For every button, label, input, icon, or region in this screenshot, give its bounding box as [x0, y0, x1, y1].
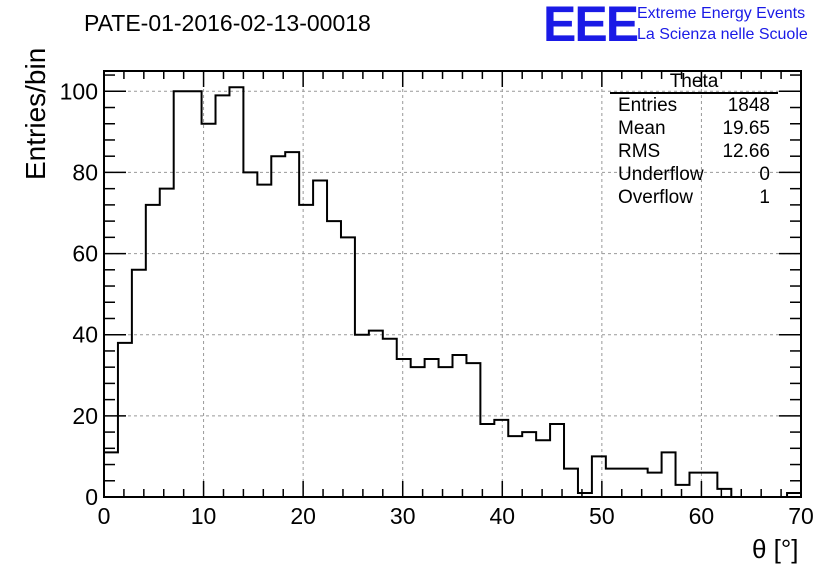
histogram-bin: [104, 452, 118, 497]
histogram-bin: [397, 359, 411, 497]
y-tick-label: 20: [72, 403, 98, 429]
logo-line-2: La Scienza nelle Scuole: [637, 26, 808, 43]
histogram-bin: [425, 359, 439, 497]
stats-value: 19.65: [722, 118, 770, 139]
histogram-bin: [369, 331, 383, 497]
stats-label: RMS: [618, 141, 661, 162]
histogram-bin: [662, 452, 676, 497]
stats-row-rms: RMS 12.66: [610, 140, 778, 163]
histogram-bin: [564, 469, 578, 497]
histogram-bin: [383, 339, 397, 497]
histogram-bin: [160, 189, 174, 497]
histogram-bin: [550, 424, 564, 497]
y-tick-label: 60: [72, 241, 98, 267]
histogram-bin: [717, 489, 731, 497]
histogram-bin: [508, 436, 522, 497]
histogram-bin: [634, 469, 648, 497]
histogram-bin: [592, 456, 606, 497]
stats-label: Mean: [618, 118, 666, 139]
histogram-bin: [648, 473, 662, 497]
stats-value: 1848: [727, 95, 770, 116]
histogram-bin: [689, 473, 703, 497]
histogram-outline: [103, 86, 802, 498]
x-tick-label: 40: [489, 503, 515, 529]
stats-box: Theta Entries 1848 Mean 19.65 RMS 12.66 …: [610, 71, 778, 209]
histogram-bin: [285, 152, 299, 497]
histogram-bin: [439, 367, 453, 497]
x-tick-label: 50: [589, 503, 615, 529]
stats-row-overflow: Overflow 1: [610, 186, 778, 209]
histogram-bin: [341, 237, 355, 497]
x-tick-label: 60: [689, 503, 715, 529]
histogram-bin: [118, 343, 132, 497]
stats-row-entries: Entries 1848: [610, 94, 778, 117]
y-tick-label: 100: [60, 78, 98, 104]
histogram-bin: [243, 172, 257, 497]
histogram-bin: [271, 156, 285, 497]
histogram-bin: [174, 91, 188, 497]
chart-title: PATE-01-2016-02-13-00018: [84, 10, 371, 36]
stats-value: 12.66: [722, 141, 770, 162]
histogram-bin: [355, 335, 369, 497]
y-axis-label: Entries/bin: [20, 47, 51, 180]
histogram-bin: [676, 485, 690, 497]
stats-label: Overflow: [618, 187, 693, 208]
y-tick-label: 80: [72, 159, 98, 185]
x-tick-label: 10: [191, 503, 217, 529]
histogram-bin: [229, 87, 243, 497]
x-axis-label: θ [°]: [752, 534, 799, 564]
stats-value: 1: [759, 187, 770, 208]
histogram-bin: [216, 95, 230, 497]
stats-row-underflow: Underflow 0: [610, 163, 778, 186]
histogram-bin: [620, 469, 634, 497]
histogram-bin: [313, 181, 327, 497]
y-tick-label: 40: [72, 322, 98, 348]
y-tick-label: 0: [85, 484, 98, 510]
histogram-bin: [453, 355, 467, 497]
histogram-bin: [146, 205, 160, 497]
histogram-bin: [466, 363, 480, 497]
x-tick-label: 20: [290, 503, 316, 529]
histogram-bin: [606, 469, 620, 497]
histogram-bin: [299, 205, 313, 497]
stats-label: Underflow: [618, 164, 704, 185]
histogram-bin: [494, 420, 508, 497]
histogram-bin: [480, 424, 494, 497]
plot-frame: [103, 70, 802, 498]
grid-lines: [104, 71, 801, 497]
stats-row-mean: Mean 19.65: [610, 117, 778, 140]
histogram-bin: [188, 91, 202, 497]
histogram-bin: [202, 124, 216, 497]
axis-ticks: [103, 71, 802, 498]
histogram-bin: [522, 432, 536, 497]
histogram-bin: [536, 440, 550, 497]
stats-value: 0: [759, 164, 770, 185]
histogram-bin: [132, 270, 146, 497]
histogram-bin: [257, 185, 271, 497]
eee-logo: EEE: [543, 0, 639, 52]
histogram-bin: [411, 367, 425, 497]
stats-label: Entries: [618, 95, 678, 116]
stats-title: Theta: [610, 71, 778, 94]
x-tick-label: 0: [98, 503, 111, 529]
x-tick-label: 70: [788, 503, 814, 529]
logo-line-1: Extreme Energy Events: [637, 5, 806, 22]
histogram-bin: [327, 221, 341, 497]
x-tick-label: 30: [390, 503, 416, 529]
histogram-bin: [703, 473, 717, 497]
